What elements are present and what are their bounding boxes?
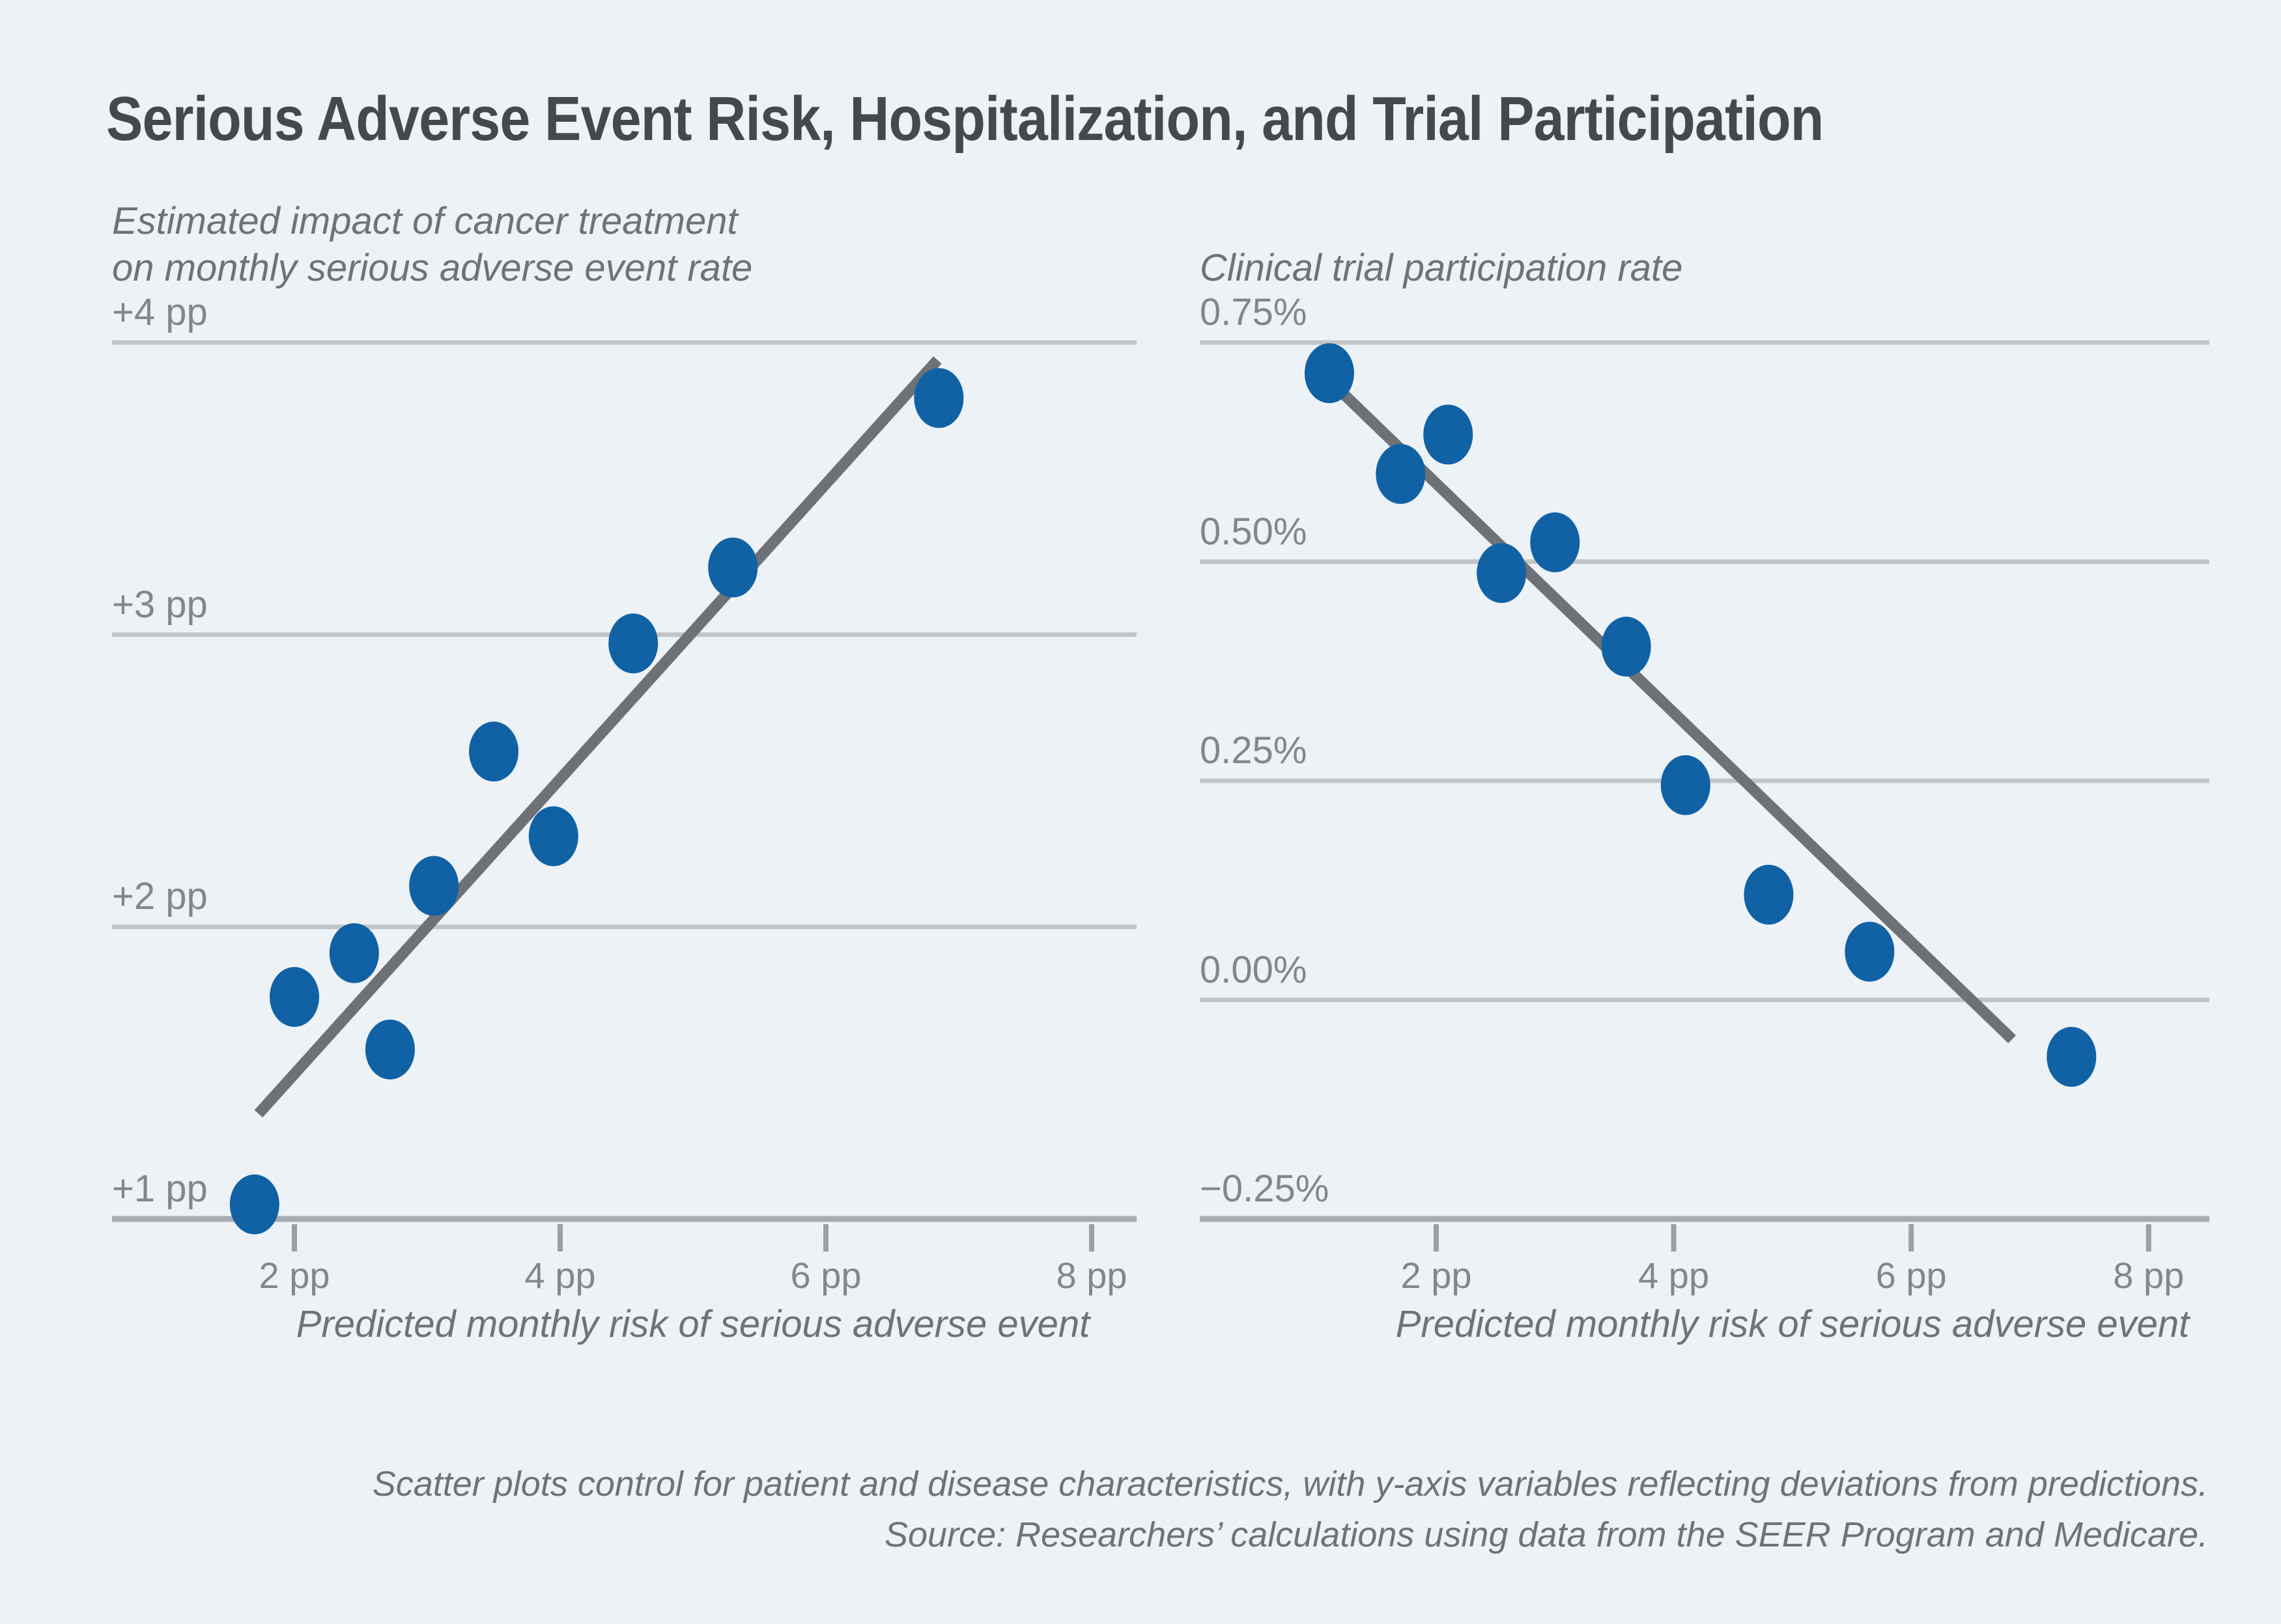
right-x-tick-label: 6 pp <box>1875 1255 1947 1296</box>
right-scatter-point <box>1744 864 1794 925</box>
left-y-grid-label: +1 pp <box>112 1168 208 1210</box>
left-scatter-point <box>329 923 379 983</box>
footer-source: Source: Researchers’ calculations using … <box>885 1515 2208 1554</box>
right-chart-subtitle: Clinical trial participation rate <box>1200 247 1683 289</box>
right-scatter-point <box>1423 404 1473 465</box>
right-x-tick-label: 4 pp <box>1638 1255 1710 1296</box>
left-scatter-point <box>270 967 319 1028</box>
left-scatter-point <box>409 856 459 916</box>
footer-note: Scatter plots control for patient and di… <box>372 1464 2208 1504</box>
left-x-tick-label: 2 pp <box>259 1255 330 1296</box>
left-y-grid-label: +3 pp <box>112 583 208 626</box>
left-scatter-point <box>528 806 578 867</box>
right-scatter-point <box>1660 755 1710 815</box>
right-x-tick-label: 2 pp <box>1400 1255 1472 1296</box>
right-scatter-point <box>1477 542 1527 603</box>
right-y-grid-label: 0.50% <box>1200 510 1307 553</box>
left-y-grid-label: +2 pp <box>112 875 208 918</box>
right-scatter-point <box>1304 343 1354 404</box>
left-scatter-point <box>708 537 758 598</box>
left-x-tick-label: 8 pp <box>1056 1255 1127 1296</box>
right-scatter-point <box>1530 512 1580 572</box>
left-y-grid-label: +4 pp <box>112 291 208 333</box>
page-title: Serious Adverse Event Risk, Hospitalizat… <box>106 84 1824 154</box>
right-scatter-point <box>1376 443 1426 504</box>
right-y-grid-label: 0.75% <box>1200 291 1307 333</box>
right-x-axis-title: Predicted monthly risk of serious advers… <box>1395 1303 2190 1345</box>
left-x-tick-label: 6 pp <box>790 1255 862 1296</box>
right-y-grid-label: −0.25% <box>1200 1168 1329 1210</box>
right-trend-line <box>1313 365 2017 1044</box>
left-scatter-point <box>469 721 518 782</box>
left-scatter-point <box>608 613 659 674</box>
left-chart-subtitle-line1: Estimated impact of cancer treatment <box>112 200 738 242</box>
right-scatter-point <box>1601 617 1651 677</box>
left-chart-subtitle-line2: on monthly serious adverse event rate <box>112 247 753 289</box>
right-y-grid-label: 0.25% <box>1200 729 1307 772</box>
left-scatter-point <box>914 368 964 428</box>
right-y-grid-label: 0.00% <box>1200 948 1307 991</box>
left-scatter-point <box>365 1019 415 1080</box>
left-trend-line <box>254 356 942 1118</box>
right-scatter-point <box>1845 921 1895 982</box>
right-x-tick-label: 8 pp <box>2113 1255 2185 1296</box>
right-scatter-point <box>2047 1026 2097 1087</box>
left-scatter-point <box>229 1174 279 1235</box>
left-x-axis-title: Predicted monthly risk of serious advers… <box>296 1303 1090 1345</box>
left-x-tick-label: 4 pp <box>524 1255 596 1296</box>
